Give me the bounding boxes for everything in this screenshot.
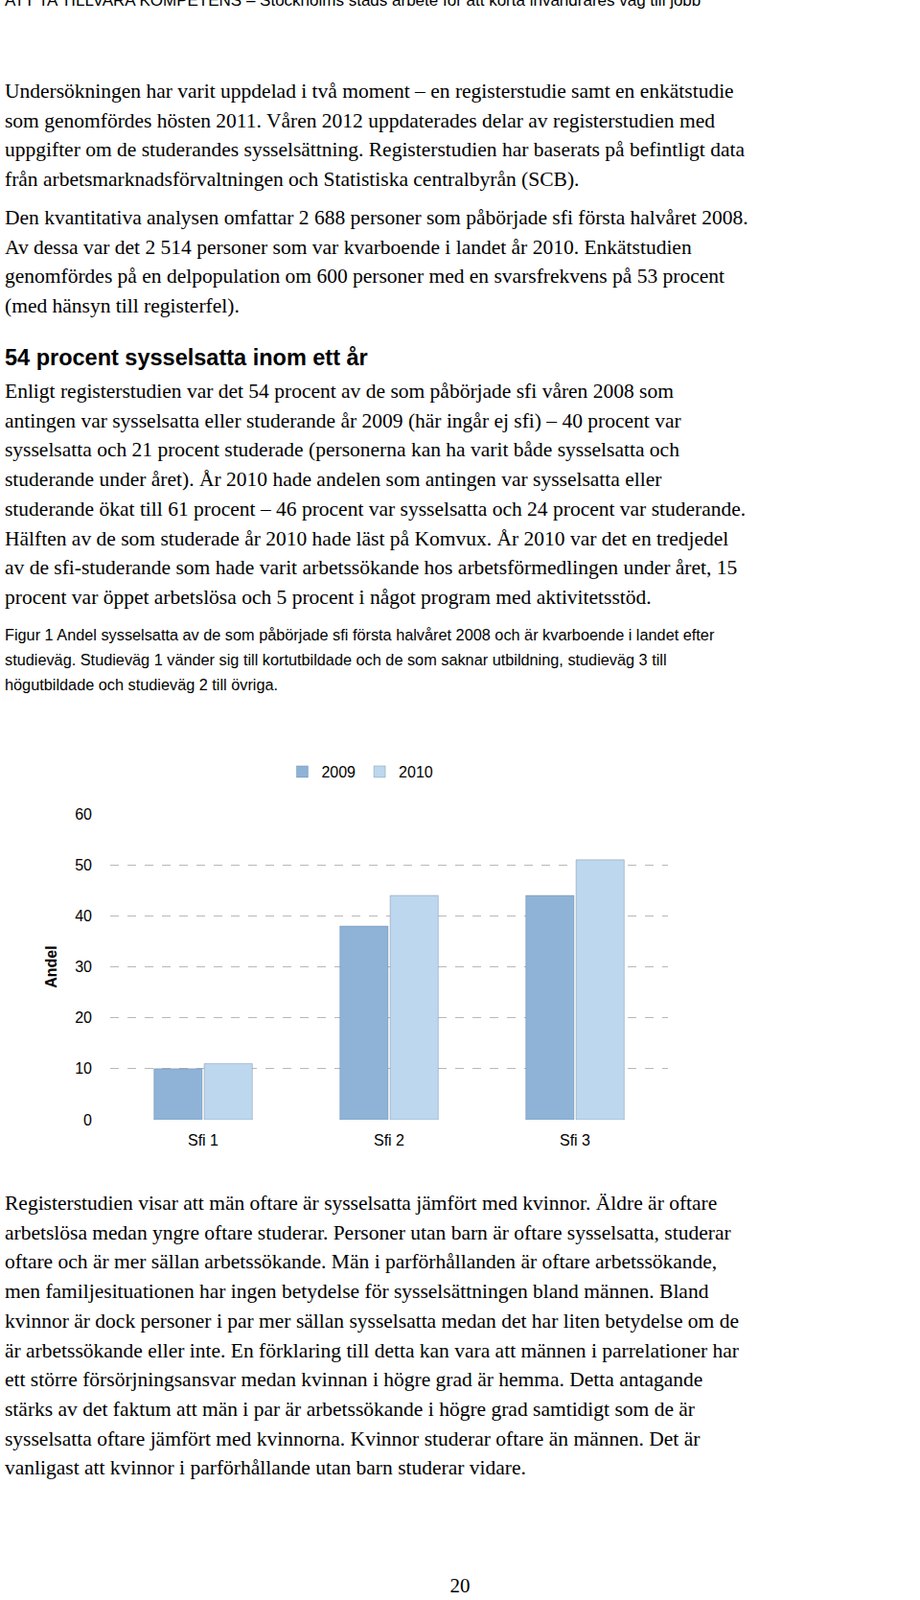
html-text:Enligt registerstudien var det: Enligt registerstudien var det 54 procen…: [4, 379, 674, 403]
html-text:stärks av det faktum att män i: stärks av det faktum att män i par är ar…: [4, 1397, 695, 1421]
html-text:arbetslösa medan yngre oftare: arbetslösa medan yngre oftare studerar. …: [4, 1220, 731, 1244]
html-text:Hälften av de som studerade år: Hälften av de som studerade år 2010 hade…: [4, 526, 729, 550]
html-text:av de sfi-studerande som hade: av de sfi-studerande som hade varit arbe…: [4, 556, 738, 580]
svg-text:0: 0: [83, 1111, 92, 1128]
html-text:ett större försörjningsansvar: ett större försörjningsansvar medan kvin…: [4, 1367, 703, 1391]
html-text:kvinnor är dock personer i par: kvinnor är dock personer i par mer sälla…: [4, 1308, 739, 1332]
html-text:54 procent sysselsatta inom et: 54 procent sysselsatta inom ett år: [4, 345, 368, 370]
html-text:sysselsatta oftare jämfört med: sysselsatta oftare jämfört med kvinnorna…: [4, 1426, 700, 1450]
svg-text:30: 30: [74, 958, 92, 975]
svg-text:10: 10: [74, 1059, 92, 1077]
svg-text:Sfi 3: Sfi 3: [559, 1131, 591, 1149]
svg-text:Andel: Andel: [43, 944, 60, 988]
html-text:högutbildade och studieväg 2 t: högutbildade och studieväg 2 till övriga…: [4, 675, 279, 693]
html-text:oftare och är mer sällan arbet: oftare och är mer sällan arbetssökande. …: [4, 1250, 718, 1274]
html-text:är arbetssökande eller inte. E: är arbetssökande eller inte. En förklari…: [4, 1338, 739, 1362]
html-text:antingen var sysselsatta eller: antingen var sysselsatta eller studerand…: [4, 408, 682, 432]
html-text:Av dessa var det 2 514 persone: Av dessa var det 2 514 personer som var …: [4, 235, 692, 259]
html-text:sysselsatta och 21 procent stu: sysselsatta och 21 procent studerade (pe…: [4, 438, 680, 462]
svg-text:50: 50: [74, 856, 92, 874]
html-text:men familjesituationen har ing: men familjesituationen har ingen betydel…: [4, 1279, 709, 1303]
html-text:studieväg. Studieväg 1 vänder: studieväg. Studieväg 1 vänder sig till k…: [4, 650, 667, 668]
html-text:uppgifter om de studerandes sy: uppgifter om de studerandes sysselsättni…: [4, 138, 745, 162]
svg-text:2010: 2010: [398, 763, 434, 781]
html-text:(med hänsyn till registerfel).: (med hänsyn till registerfel).: [4, 294, 240, 318]
svg-text:40: 40: [74, 907, 92, 924]
svg-text:20: 20: [74, 1009, 92, 1026]
html-text:Figur 1 Andel sysselsatta av d: Figur 1 Andel sysselsatta av de som påbö…: [4, 625, 715, 644]
svg-text:Sfi 1: Sfi 1: [187, 1131, 219, 1149]
svg-text:60: 60: [74, 805, 92, 823]
html-text:procent var öppet arbetslösa o: procent var öppet arbetslösa och 5 proce…: [4, 585, 652, 609]
svg-text:Sfi 2: Sfi 2: [373, 1131, 405, 1149]
html-text:Undersökningen har varit uppde: Undersökningen har varit uppdelad i två …: [4, 79, 734, 103]
html-text:studerande under året). År 201: studerande under året). År 2010 hade and…: [4, 467, 662, 491]
html-text:20: 20: [449, 1573, 471, 1597]
html-text:från arbetsmarknadsförvaltning: från arbetsmarknadsförvaltningen och Sta…: [4, 167, 580, 191]
html-text:vanligast att kvinnor i parför: vanligast att kvinnor i parförhållande u…: [4, 1455, 527, 1479]
html-text:genomfördes på en delpopulatio: genomfördes på en delpopulation om 600 p…: [4, 264, 725, 288]
html-text:som genomfördes hösten 2011. V: som genomfördes hösten 2011. Våren 2012 …: [4, 108, 715, 132]
html-text:studerande ökat till 61 procen: studerande ökat till 61 procent – 46 pro…: [4, 497, 746, 521]
html-text:Registerstudien visar att män: Registerstudien visar att män oftare är …: [4, 1191, 718, 1215]
html-text:Den kvantitativa analysen omfa: Den kvantitativa analysen omfattar 2 688…: [4, 206, 748, 230]
svg-text:2009: 2009: [321, 763, 356, 781]
